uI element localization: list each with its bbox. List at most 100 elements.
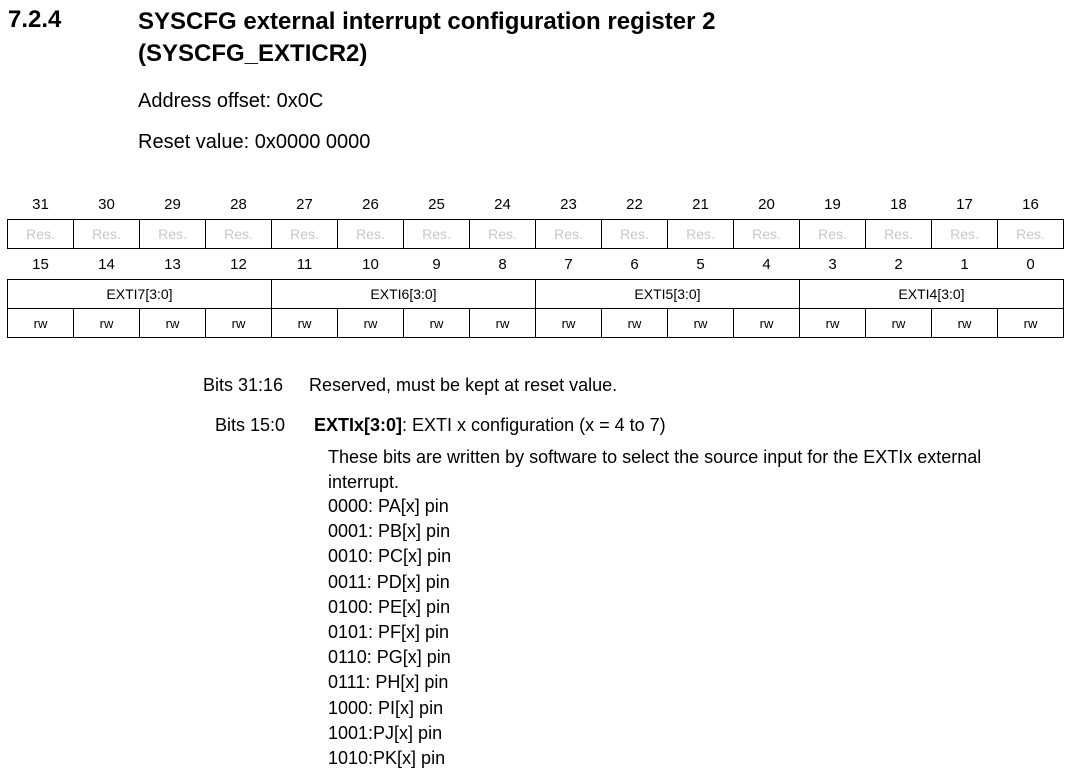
reserved-cell: Res.: [865, 219, 932, 249]
option-item: 1001:PJ[x] pin: [328, 722, 443, 743]
option-list: 0000: PA[x] pin 0001: PB[x] pin 0010: PC[x…: [328, 494, 451, 771]
access-cell: rw: [667, 308, 734, 338]
bit-number: 23: [560, 195, 577, 213]
access-cell: rw: [271, 308, 338, 338]
option-item: 1010:PK[x] pin: [328, 747, 446, 768]
reserved-cell: Res.: [469, 219, 536, 249]
upper-bit-numbers-row: 31 30 29 28 27 26 25 24 23 22 21 20 19 18 17 16: [8, 189, 1064, 220]
access-cell: rw: [205, 308, 272, 338]
reserved-cell: Res.: [205, 219, 272, 249]
section-title: SYSCFG external interrupt configuration …: [138, 6, 715, 70]
bit-number: 13: [164, 255, 181, 273]
option-item: 0101: PF[x] pin: [328, 621, 450, 642]
bit-number: 3: [828, 255, 837, 273]
bit-number: 16: [1022, 195, 1039, 213]
field-name: EXTIx[3:0]: [314, 415, 403, 435]
bit-number: 15: [32, 255, 49, 273]
access-cell: rw: [469, 308, 536, 338]
reserved-cell: Res.: [271, 219, 338, 249]
option-item: 0000: PA[x] pin: [328, 496, 449, 516]
reserved-cell: Res.: [337, 219, 404, 249]
field-cell: EXTI4[3:0]: [799, 279, 1064, 309]
field-body-text: These bits are written by software to se…: [328, 447, 982, 492]
reset-value: Reset value: 0x0000 0000: [138, 131, 371, 153]
option-item: 0111: PH[x] pin: [328, 672, 449, 693]
bit-number: 24: [494, 195, 511, 213]
bit-number: 10: [362, 255, 379, 273]
bit-number: 29: [164, 195, 181, 213]
field-cell: EXTI5[3:0]: [535, 279, 800, 309]
option-item: 0100: PE[x] pin: [328, 596, 451, 617]
bit-number: 18: [890, 195, 907, 213]
bit-number: 19: [824, 195, 841, 213]
lower-bit-numbers-row: 15 14 13 12 11 10 9 8 7 6 5 4 3 2 1 0: [8, 249, 1064, 280]
register-table-lower: 15 14 13 12 11 10 9 8 7 6 5 4 3 2 1 0 EXTI7[3:0] EXTI6[3…: [7, 249, 1064, 338]
access-cell: rw: [997, 308, 1064, 338]
reserved-cell: Res.: [403, 219, 470, 249]
option-item: 1000: PI[x] pin: [328, 697, 444, 718]
bit-number: 17: [956, 195, 973, 213]
access-cell: rw: [337, 308, 404, 338]
bit-number: 26: [362, 195, 379, 213]
reserved-cell: Res.: [733, 219, 800, 249]
section-title-line-2: (SYSCFG_EXTICR2): [138, 40, 368, 67]
access-cell: rw: [799, 308, 866, 338]
lower-fields-row: EXTI7[3:0] EXTI6[3:0] EXTI5[3:0] EXTI4[3:0]: [7, 279, 1064, 309]
access-cell: rw: [931, 308, 998, 338]
bit-number: 7: [564, 255, 573, 273]
option-item: 0011: PD[x] pin: [328, 571, 450, 592]
reserved-cell: Res.: [73, 219, 140, 249]
bit-number: 5: [696, 255, 705, 273]
access-cell: rw: [139, 308, 206, 338]
bit-number: 9: [432, 255, 441, 273]
bit-number: 21: [692, 195, 709, 213]
bit-number: 20: [758, 195, 775, 213]
bit-number: 14: [98, 255, 115, 273]
bit-number: 8: [498, 255, 507, 273]
bit-number: 27: [296, 195, 313, 213]
field-cell: EXTI7[3:0]: [7, 279, 272, 309]
bit-number: 4: [762, 255, 771, 273]
reserved-cell: Res.: [997, 219, 1064, 249]
bits-31-16-label: Bits 31:16: [203, 375, 284, 395]
bit-number: 31: [32, 195, 49, 213]
bits-31-16-description: Reserved, must be kept at reset value.: [309, 375, 618, 395]
reserved-cell: Res.: [931, 219, 998, 249]
bit-number: 30: [98, 195, 115, 213]
section-title-line-1: SYSCFG external interrupt configuration …: [138, 8, 716, 35]
access-cell: rw: [73, 308, 140, 338]
lower-access-row: rw rw rw rw rw rw rw rw rw rw rw rw rw rw rw rw: [7, 308, 1064, 338]
access-cell: rw: [733, 308, 800, 338]
access-cell: rw: [403, 308, 470, 338]
reserved-cell: Res.: [667, 219, 734, 249]
section-number: 7.2.4: [8, 6, 62, 33]
bits-15-0-label: Bits 15:0: [215, 415, 286, 435]
reserved-cell: Res.: [139, 219, 206, 249]
access-cell: rw: [865, 308, 932, 338]
bit-number: 22: [626, 195, 643, 213]
option-item: 0001: PB[x] pin: [328, 521, 451, 542]
access-cell: rw: [535, 308, 602, 338]
option-item: 0110: PG[x] pin: [328, 647, 451, 668]
bit-number: 25: [428, 195, 445, 213]
bit-number: 28: [230, 195, 247, 213]
register-table-upper: 31 30 29 28 27 26 25 24 23 22 21 20 19 18 17 16 Res. Res…: [7, 189, 1064, 249]
access-cell: rw: [7, 308, 74, 338]
field-cell: EXTI6[3:0]: [271, 279, 536, 309]
option-item: 0010: PC[x] pin: [328, 546, 452, 567]
field-title: : EXTI x configuration (x = 4 to 7): [402, 415, 666, 435]
bit-number: 1: [960, 255, 969, 273]
reserved-cell: Res.: [7, 219, 74, 249]
bit-number: 2: [894, 255, 903, 273]
field-heading: EXTIx[3:0]: EXTI x configuration (x = 4 …: [314, 415, 666, 436]
bit-number: 12: [230, 255, 247, 273]
bit-number: 0: [1026, 255, 1035, 273]
reserved-cell: Res.: [601, 219, 668, 249]
address-offset: Address offset: 0x0C: [138, 90, 324, 112]
reserved-cell: Res.: [799, 219, 866, 249]
bit-number: 6: [630, 255, 639, 273]
upper-reserved-row: Res. Res. Res. Res. Res. Res. Res. Res. Res. Res.…: [7, 219, 1064, 249]
reserved-cell: Res.: [535, 219, 602, 249]
bit-number: 11: [296, 255, 313, 273]
access-cell: rw: [601, 308, 668, 338]
